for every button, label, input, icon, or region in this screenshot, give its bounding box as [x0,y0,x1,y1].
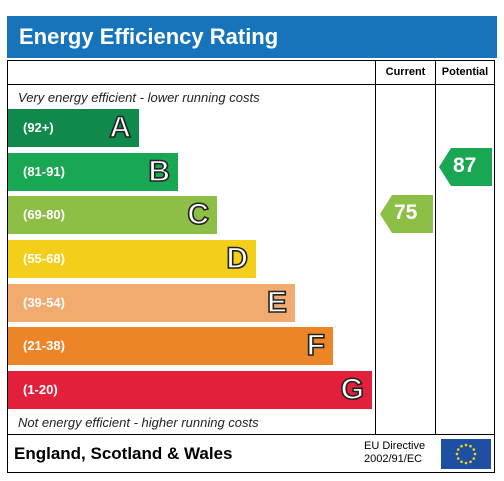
band-e: (39-54) E [8,284,295,322]
note-efficient: Very energy efficient - lower running co… [18,90,260,105]
band-range: (1-20) [23,382,58,397]
current-arrow-shape [380,195,433,233]
band-range: (21-38) [23,338,65,353]
eu-star [469,444,472,448]
band-f: (21-38) F [8,327,333,365]
region-label: England, Scotland & Wales [14,444,233,463]
page-title: Energy Efficiency Rating [19,24,279,49]
current-rating-arrow: 75 [380,195,433,233]
band-b: (81-91) B [8,153,178,191]
divider-current [375,60,376,434]
eu-star [472,448,476,451]
band-letter: A [109,110,132,145]
eu-star [469,460,472,464]
header-rule [7,84,495,85]
potential-arrow-shape [439,148,492,186]
band-letter: E [266,285,288,320]
rating-header: Energy Efficiency Rating [7,16,497,58]
current-rating-value: 75 [394,201,418,224]
band-letter: D [226,241,249,276]
band-range: (39-54) [23,295,65,310]
eu-directive: EU Directive 2002/91/EC [364,440,425,466]
eu-star [460,444,463,448]
eu-star [456,448,460,451]
eu-flag-icon [441,439,491,469]
eu-star [460,460,463,464]
band-letter: G [340,372,365,407]
eu-star [455,452,459,456]
eu-star [472,457,476,460]
band-a: (92+) A [8,109,139,147]
note-inefficient: Not energy efficient - higher running co… [18,415,259,430]
eu-star [473,452,477,456]
band-range: (55-68) [23,251,65,266]
eu-star [456,457,460,460]
band-range: (92+) [23,120,54,135]
band-d: (55-68) D [8,240,256,278]
eu-directive-line2: 2002/91/EC [364,453,423,465]
band-range: (69-80) [23,207,65,222]
eu-directive-line1: EU Directive [364,440,426,452]
rating-frame [7,60,495,473]
column-potential: Potential [441,66,489,78]
band-letter: B [148,154,171,189]
potential-rating-value: 87 [453,154,477,177]
band-c: (69-80) C [8,196,217,234]
divider-potential [435,60,436,434]
band-letter: C [187,197,210,232]
eu-star [464,461,468,465]
band-range: (81-91) [23,164,65,179]
potential-rating-arrow: 87 [439,148,492,186]
footer-rule [7,434,495,435]
column-current: Current [385,66,426,78]
eu-star [464,443,468,447]
band-letter: F [306,328,326,363]
band-g: (1-20) G [8,371,372,409]
